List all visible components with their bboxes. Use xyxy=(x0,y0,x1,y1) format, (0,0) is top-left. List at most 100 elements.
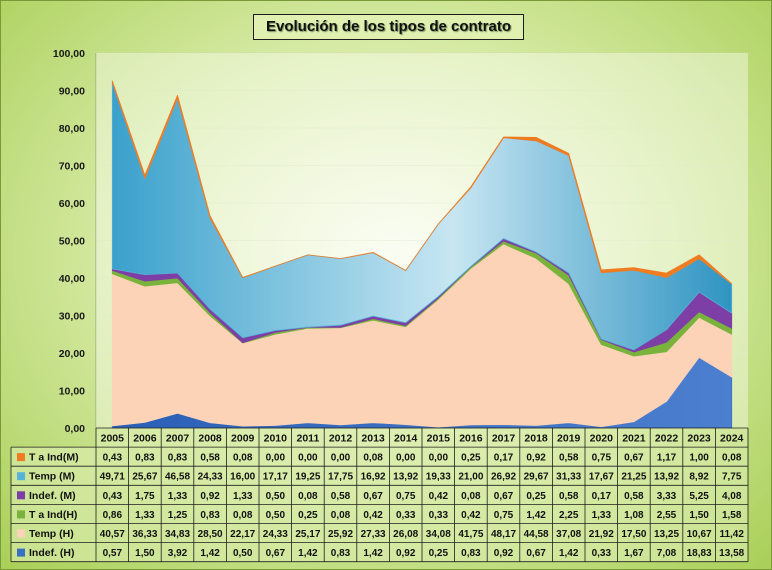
year-label: 2024 xyxy=(720,433,744,445)
year-label: 2022 xyxy=(655,433,679,445)
stacked-areas xyxy=(111,80,733,429)
table-cell: 0,00 xyxy=(396,453,416,464)
table-cell: 0,08 xyxy=(233,510,253,521)
y-tick-label: 70,00 xyxy=(59,161,85,173)
table-cell: 8,92 xyxy=(689,472,709,483)
table-cell: 21,92 xyxy=(589,529,614,540)
table-cell: 0,00 xyxy=(331,453,351,464)
table-cell: 0,42 xyxy=(363,510,383,521)
table-cell: 11,42 xyxy=(719,529,744,540)
legend-label: Temp (H) xyxy=(29,528,74,540)
table-cell: 0,25 xyxy=(461,453,481,464)
table-cell: 0,92 xyxy=(526,453,546,464)
table-cell: 0,58 xyxy=(331,491,351,502)
legend-key xyxy=(17,472,25,481)
table-cell: 1,42 xyxy=(200,548,220,559)
table-cell: 7,08 xyxy=(657,548,677,559)
table-cell: 0,50 xyxy=(266,510,286,521)
table-cell: 41,75 xyxy=(458,529,483,540)
table-cell: 1,50 xyxy=(135,548,155,559)
table-cell: 0,83 xyxy=(331,548,351,559)
table-cell: 0,08 xyxy=(298,491,318,502)
table-cell: 0,67 xyxy=(494,491,514,502)
table-cell: 13,92 xyxy=(393,472,418,483)
table-cell: 3,33 xyxy=(657,491,677,502)
table-cell: 48,17 xyxy=(491,529,516,540)
table-cell: 24,33 xyxy=(263,529,288,540)
year-label: 2018 xyxy=(524,433,548,445)
table-cell: 1,08 xyxy=(624,510,644,521)
table-cell: 18,83 xyxy=(687,548,712,559)
year-label: 2016 xyxy=(459,433,483,445)
legend-key xyxy=(17,548,25,557)
table-cell: 1,33 xyxy=(233,491,253,502)
table-cell: 0,25 xyxy=(298,510,318,521)
table-cell: 0,33 xyxy=(592,548,612,559)
table-cell: 0,08 xyxy=(461,491,481,502)
year-label: 2006 xyxy=(133,433,157,445)
table-cell: 0,17 xyxy=(592,491,612,502)
table-cell: 0,58 xyxy=(624,491,644,502)
table-cell: 0,58 xyxy=(559,491,579,502)
legend-label: T a Ind(H) xyxy=(29,509,77,521)
table-cell: 0,83 xyxy=(168,453,188,464)
year-label: 2007 xyxy=(166,433,190,445)
table-cell: 1,67 xyxy=(624,548,644,559)
table-cell: 3,92 xyxy=(168,548,188,559)
table-cell: 0,50 xyxy=(233,548,253,559)
table-cell: 24,33 xyxy=(198,472,223,483)
y-axis-ticks: 0,00 10,00 20,00 30,00 40,00 50,00 60,00 70,00 8… xyxy=(53,48,85,435)
table-cell: 2,55 xyxy=(657,510,677,521)
table-cell: 0,75 xyxy=(494,510,514,521)
table-cell: 17,17 xyxy=(263,472,288,483)
y-tick-label: 30,00 xyxy=(59,311,85,323)
table-cell: 0,67 xyxy=(624,453,644,464)
table-cell: 1,42 xyxy=(363,548,383,559)
table-cell: 44,58 xyxy=(524,529,549,540)
table-cell: 1,00 xyxy=(689,453,709,464)
y-tick-label: 10,00 xyxy=(59,386,85,398)
table-cell: 0,83 xyxy=(461,548,481,559)
table-cell: 1,42 xyxy=(298,548,318,559)
table-cell: 26,92 xyxy=(491,472,516,483)
table-cell: 0,17 xyxy=(494,453,514,464)
table-cell: 19,33 xyxy=(426,472,451,483)
year-label: 2021 xyxy=(622,433,646,445)
table-cell: 40,57 xyxy=(100,529,125,540)
table-cell: 0,57 xyxy=(103,548,123,559)
table-cell: 7,75 xyxy=(722,472,742,483)
table-cell: 1,75 xyxy=(135,491,155,502)
table-cell: 0,33 xyxy=(396,510,416,521)
y-tick-label: 40,00 xyxy=(59,273,85,285)
table-cell: 25,67 xyxy=(132,472,157,483)
table-cell: 0,58 xyxy=(200,453,220,464)
table-cell: 0,58 xyxy=(559,453,579,464)
legend-label: T a Ind(M) xyxy=(29,452,79,464)
table-cell: 0,92 xyxy=(200,491,220,502)
legend-key xyxy=(17,491,25,500)
table-cell: 1,33 xyxy=(135,510,155,521)
legend-label: Indef. (H) xyxy=(29,547,75,559)
year-label: 2008 xyxy=(198,433,222,445)
table-cell: 0,86 xyxy=(103,510,123,521)
table-cell: 37,08 xyxy=(556,529,581,540)
year-label: 2010 xyxy=(264,433,288,445)
table-cell: 0,67 xyxy=(363,491,383,502)
legend-key xyxy=(17,529,25,538)
table-cell: 36,33 xyxy=(132,529,157,540)
table-cell: 26,08 xyxy=(393,529,418,540)
table-cell: 0,92 xyxy=(396,548,416,559)
year-label: 2011 xyxy=(297,433,320,445)
table-cell: 0,67 xyxy=(526,548,546,559)
table-cell: 22,17 xyxy=(230,529,255,540)
data-table: 2005 2006 2007 2008 2009 2010 2011 2012 2013 2014… xyxy=(10,427,749,563)
y-tick-label: 80,00 xyxy=(59,123,85,135)
legend-key xyxy=(17,510,25,519)
y-tick-label: 20,00 xyxy=(59,348,85,360)
table-cell: 0,92 xyxy=(494,548,514,559)
table-cell: 0,75 xyxy=(396,491,416,502)
y-tick-label: 90,00 xyxy=(59,86,85,98)
chart-title: Evolución de los tipos de contrato xyxy=(253,14,524,40)
table-cell: 0,67 xyxy=(266,548,286,559)
